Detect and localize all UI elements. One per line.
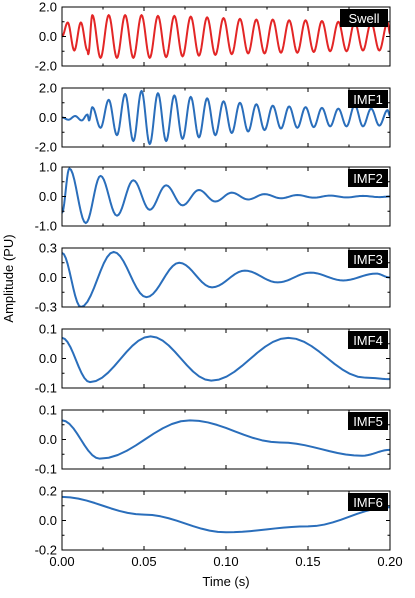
y-tick-label: 2.0	[39, 0, 57, 15]
x-tick-label: 0.05	[131, 554, 156, 569]
panel-label-text: IMF3	[353, 252, 383, 267]
series-line-swell	[62, 14, 390, 59]
y-tick-label: -0.3	[35, 300, 57, 315]
x-tick-label: 0.00	[49, 554, 74, 569]
panel-label-text: Swell	[348, 11, 379, 26]
x-tick-label: 0.10	[213, 554, 238, 569]
x-tick-label: 0.20	[377, 554, 402, 569]
y-tick-label: 2.0	[39, 81, 57, 96]
y-tick-label: -0.1	[35, 462, 57, 477]
y-tick-label: -0.2	[35, 543, 57, 558]
series-line-imf3	[62, 250, 390, 307]
y-tick-label: 0.0	[39, 189, 57, 204]
y-tick-label: 1.0	[39, 160, 57, 175]
panel-label-text: IMF6	[353, 495, 383, 510]
series-line-imf4	[62, 335, 390, 384]
y-tick-label: 0.3	[39, 241, 57, 256]
panel-label-text: IMF1	[353, 92, 383, 107]
panel-label-badge	[348, 412, 388, 430]
y-tick-label: -0.1	[35, 381, 57, 396]
y-tick-label: 0.1	[39, 322, 57, 337]
y-tick-label: 0.0	[39, 351, 57, 366]
panel-label-badge	[348, 331, 388, 349]
panel-label-badge	[348, 250, 388, 268]
y-tick-label: -1.0	[35, 219, 57, 234]
panel-imf1: 2.0 0.0 -2.0 IMF1	[35, 81, 391, 155]
panel-label-text: IMF2	[353, 171, 383, 186]
panel-frame	[61, 87, 391, 148]
panel-imf3: 0.3 0.0 -0.3 IMF3	[35, 241, 391, 315]
x-axis-title: Time (s)	[202, 574, 249, 589]
y-tick-label: 0.0	[39, 29, 57, 44]
y-tick-label: 0.0	[39, 110, 57, 125]
series-line-imf5	[62, 419, 390, 460]
panel-label-text: IMF4	[353, 333, 383, 348]
panel-frame	[61, 409, 391, 470]
panel-imf5: 0.1 0.0 -0.1 IMF5	[35, 403, 391, 477]
y-tick-label: 0.0	[39, 270, 57, 285]
series-line-imf1	[62, 89, 390, 146]
panel-frame	[61, 247, 391, 308]
y-tick-label: -2.0	[35, 140, 57, 155]
panel-swell: 2.0 0.0 -2.0 Swell	[35, 0, 391, 74]
panel-label-text: IMF5	[353, 414, 383, 429]
y-axis-title: Amplitude (PU)	[1, 234, 16, 322]
panel-imf2: 1.0 0.0 -1.0 IMF2	[35, 160, 391, 234]
series-line-imf6	[62, 495, 390, 534]
panel-label-badge	[340, 9, 388, 27]
y-tick-label: 0.0	[39, 432, 57, 447]
panel-label-badge	[348, 90, 388, 108]
y-tick-label: 0.2	[39, 484, 57, 499]
y-tick-label: 0.1	[39, 403, 57, 418]
series-line-imf2	[62, 167, 390, 225]
panel-imf4: 0.1 0.0 -0.1 IMF4	[35, 322, 391, 396]
panel-imf6: 0.2 0.0 -0.2 IMF6	[35, 484, 391, 558]
y-tick-label: -2.0	[35, 59, 57, 74]
panel-frame	[61, 328, 391, 389]
x-tick-label: 0.15	[295, 554, 320, 569]
y-tick-label: 0.0	[39, 513, 57, 528]
panel-label-badge	[348, 493, 388, 511]
panel-label-badge	[348, 169, 388, 187]
